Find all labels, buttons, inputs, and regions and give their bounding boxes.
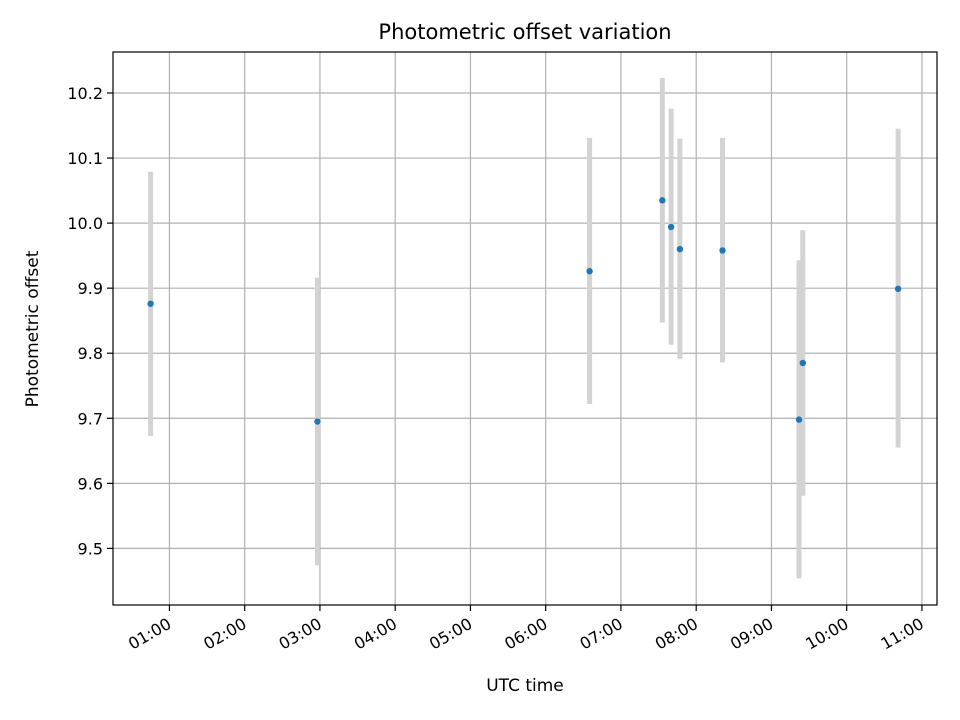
y-tick-label: 9.6 xyxy=(78,474,103,493)
data-point xyxy=(799,359,807,367)
y-tick-label: 10.1 xyxy=(67,149,103,168)
plot-frame xyxy=(112,51,938,606)
data-point xyxy=(586,268,593,275)
data-point xyxy=(894,285,902,293)
chart-title: Photometric offset variation xyxy=(378,20,671,44)
x-axis-label: UTC time xyxy=(486,676,564,696)
y-tick-label: 10.0 xyxy=(67,214,103,233)
y-tick-label: 9.5 xyxy=(78,539,103,558)
data-point xyxy=(795,416,803,423)
y-tick-label: 10.2 xyxy=(67,84,103,103)
y-axis-label: Photometric offset xyxy=(23,250,43,407)
data-point xyxy=(667,223,675,231)
y-tick-label: 9.9 xyxy=(78,279,103,298)
y-axis-ticks: 9.5 9.6 9.7 9.8 9.9 10.0 10.1 10.2 xyxy=(67,84,113,558)
data-points xyxy=(147,197,902,425)
data-point xyxy=(719,247,726,254)
data-point xyxy=(147,300,154,307)
y-tick-label: 9.7 xyxy=(78,409,103,428)
data-point xyxy=(676,245,684,253)
y-tick-label: 9.8 xyxy=(78,344,103,363)
data-point xyxy=(659,197,666,204)
data-point xyxy=(314,418,321,425)
